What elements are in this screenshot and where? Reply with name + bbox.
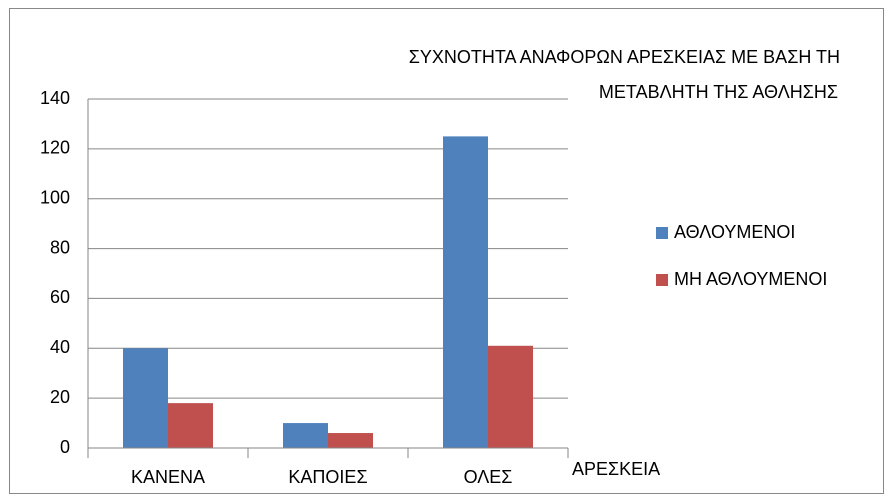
legend-swatch	[656, 227, 668, 239]
bar	[488, 345, 533, 448]
bar	[168, 403, 213, 448]
y-tick-label: 40	[50, 337, 70, 357]
x-tick-label: ΚΑΝΕΝΑ	[131, 467, 205, 487]
bar	[283, 423, 328, 448]
y-tick-label: 120	[40, 138, 70, 158]
x-tick-label: ΚΑΠΟΙΕΣ	[288, 467, 367, 487]
y-tick-label: 80	[50, 237, 70, 257]
bar	[123, 348, 168, 448]
legend-label: ΜΗ ΑΘΛΟΥΜΕΝΟΙ	[674, 269, 827, 289]
legend-swatch	[656, 274, 668, 286]
y-tick-label: 140	[40, 88, 70, 108]
x-axis-label: ΑΡΕΣΚΕΙΑ	[572, 459, 660, 479]
bar	[443, 136, 488, 448]
bar	[328, 433, 373, 448]
y-tick-label: 60	[50, 287, 70, 307]
y-tick-label: 100	[40, 187, 70, 207]
x-tick-label: ΟΛΕΣ	[464, 467, 513, 487]
y-tick-label: 0	[60, 437, 70, 457]
y-tick-label: 20	[50, 387, 70, 407]
legend-label: ΑΘΛΟΥΜΕΝΟΙ	[674, 222, 795, 242]
chart-title: ΣΥΧΝΟΤΗΤΑ ΑΝΑΦΟΡΩΝ ΑΡΕΣΚΕΙΑΣ ΜΕ ΒΑΣΗ ΤΗ	[409, 47, 840, 67]
chart-title: ΜΕΤΑΒΛΗΤΗ ΤΗΣ ΑΘΛΗΣΗΣ	[599, 82, 838, 102]
